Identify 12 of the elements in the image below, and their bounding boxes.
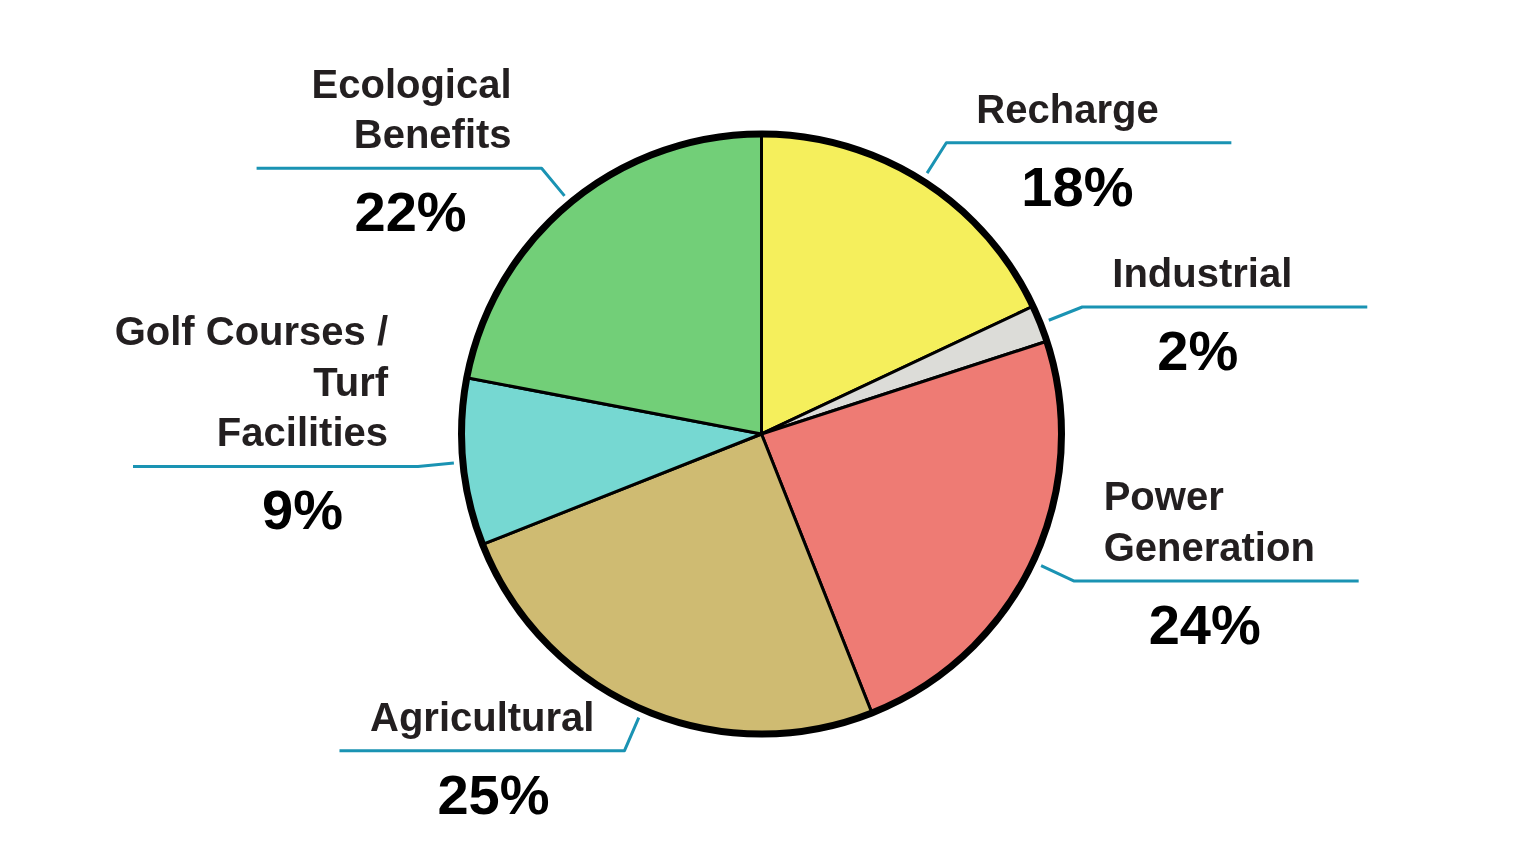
slice-label: Golf Courses / Turf Facilities	[114, 309, 389, 455]
data-label: 25%	[437, 762, 550, 826]
slice-label: Industrial	[1112, 251, 1293, 295]
data-label: 18%	[1021, 154, 1134, 218]
data-label: 9%	[262, 478, 344, 542]
slice-label: Power Generation	[1103, 474, 1315, 569]
slice-label: Agricultural	[370, 694, 595, 739]
slice-label: Ecological Benefits	[311, 61, 512, 157]
data-label: 22%	[354, 180, 467, 244]
data-label: 2%	[1157, 319, 1239, 382]
slice-label: Recharge	[976, 86, 1159, 131]
data-label: 24%	[1148, 592, 1261, 656]
